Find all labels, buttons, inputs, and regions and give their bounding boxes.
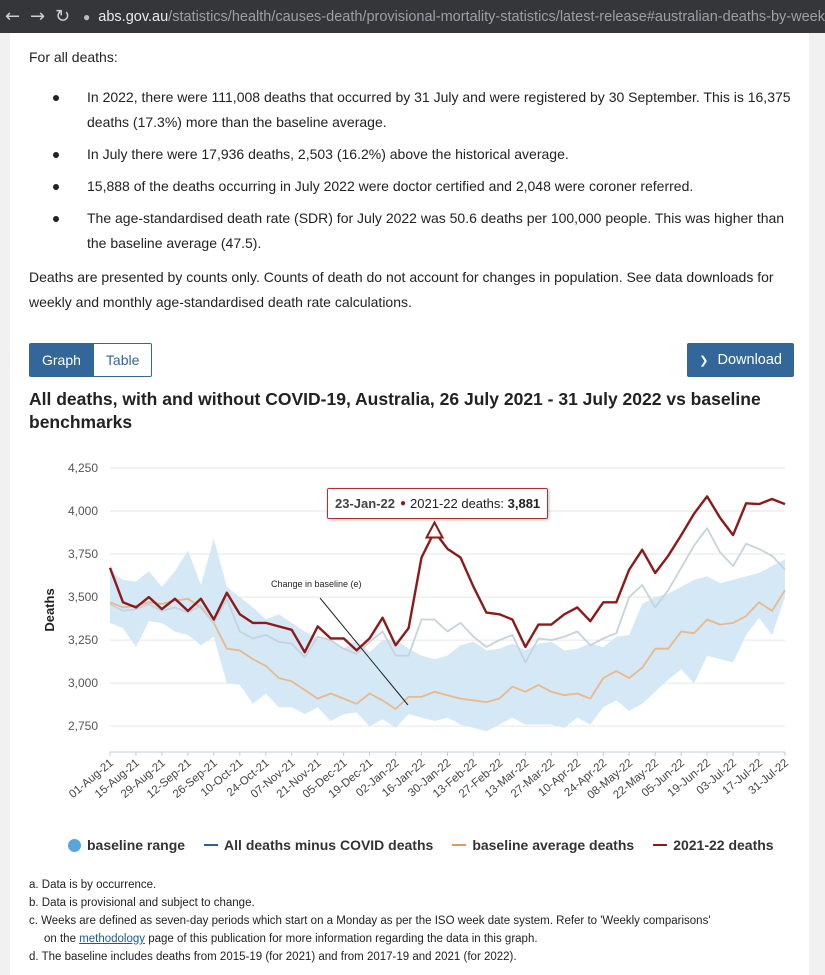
tooltip-series: 2021-22 deaths: <box>410 496 504 511</box>
list-item-text: 15,888 of the deaths occurring in July 2… <box>87 178 694 194</box>
legend-deaths-swatch <box>653 844 668 846</box>
chart-legend: baseline range All deaths minus COVID de… <box>68 837 793 853</box>
tab-graph[interactable]: Graph <box>29 343 94 377</box>
legend-label: All deaths minus COVID deaths <box>224 837 434 853</box>
annotation-label: Change in baseline (e) <box>271 579 362 589</box>
bullet-icon <box>53 216 59 222</box>
highlight-point-marker <box>424 520 445 539</box>
list-item: In July there were 17,936 deaths, 2,503 … <box>29 142 799 167</box>
y-tick-label: 3,750 <box>68 547 98 561</box>
list-item: 15,888 of the deaths occurring in July 2… <box>29 174 799 199</box>
forward-arrow-icon[interactable]: → <box>29 6 46 27</box>
url-path: /statistics/health/causes-death/provisio… <box>168 8 825 25</box>
legend-label: baseline average deaths <box>472 837 635 853</box>
reload-icon[interactable]: ↻ <box>54 6 71 27</box>
annotation-leader-line <box>319 597 409 706</box>
legend-minus-covid-swatch <box>204 844 219 846</box>
tooltip-value: 3,881 <box>507 496 541 511</box>
chart-annotation: Change in baseline (e) <box>271 579 409 706</box>
list-item-text: In 2022, there were 111,008 deaths that … <box>87 89 791 130</box>
key-findings-list: In 2022, there were 111,008 deaths that … <box>29 85 799 263</box>
footnote-b: b. Data is provisional and subject to ch… <box>29 897 255 909</box>
url-host: abs.gov.au <box>98 8 169 25</box>
browser-toolbar: ← → ↻ ● abs.gov.au/statistics/health/cau… <box>0 0 825 33</box>
list-item-text: In July there were 17,936 deaths, 2,503 … <box>87 146 569 162</box>
y-tick-label: 3,500 <box>68 590 98 604</box>
legend-baseline-average-swatch <box>452 844 467 846</box>
series-minus-covid-line <box>109 527 786 664</box>
bullet-icon <box>53 184 59 190</box>
legend-label: baseline range <box>87 837 186 853</box>
y-tick-label: 3,250 <box>68 633 98 647</box>
view-toggle: Graph Table <box>29 343 153 377</box>
series-deaths-line <box>108 495 786 654</box>
chevron-down-icon: ❯ <box>699 354 709 367</box>
footnote-c-text-end: page of this publication for more inform… <box>145 933 538 945</box>
legend-item[interactable]: baseline average deaths <box>452 837 634 853</box>
chart-footnotes: a. Data is by occurrence. b. Data is pro… <box>29 876 724 966</box>
methodology-link[interactable]: methodology <box>79 933 146 945</box>
footnote-c: c. Weeks are defined as seven-day period… <box>29 912 724 948</box>
bullet-icon <box>53 95 59 101</box>
download-button[interactable]: ❯ Download <box>687 343 794 377</box>
page-gutter-right <box>809 33 825 975</box>
series-baseline-average-line <box>109 589 786 710</box>
tab-table[interactable]: Table <box>93 343 153 377</box>
deaths-line-chart: 2,750 3,000 3,250 3,500 3,750 4,000 4,250 Death… <box>42 461 791 802</box>
y-axis-label: Deaths <box>42 588 57 631</box>
chart-tooltip: 23-Jan-22 ● 2021-22 deaths: 3,881 <box>327 488 549 519</box>
page-gutter-left <box>0 33 10 975</box>
baseline-range-band <box>110 538 785 732</box>
tooltip-bullet-icon: ● <box>399 498 407 509</box>
tooltip-date: 23-Jan-22 <box>335 496 395 511</box>
intro-text: For all deaths: <box>29 49 118 65</box>
legend-item[interactable]: 2021-22 deaths <box>653 837 774 853</box>
y-tick-label: 4,000 <box>68 504 98 518</box>
y-tick-label: 2,750 <box>68 719 98 733</box>
legend-item[interactable]: All deaths minus COVID deaths <box>204 837 433 853</box>
baseline-range-area <box>110 538 785 732</box>
main-content: For all deaths: In 2022, there were 111,… <box>10 33 809 975</box>
footnote-c-text: c. Weeks are defined as seven-day period… <box>29 915 711 945</box>
lock-icon: ● <box>83 9 91 24</box>
note-paragraph: Deaths are presented by counts only. Cou… <box>29 269 774 310</box>
y-tick-label: 4,250 <box>68 461 98 475</box>
footnote-d: d. The baseline includes deaths from 201… <box>29 951 517 963</box>
legend-label: 2021-22 deaths <box>673 837 774 853</box>
chart-title: All deaths, with and without COVID-19, A… <box>29 389 761 432</box>
bullet-icon <box>53 152 59 158</box>
chart-series-lines <box>108 495 786 710</box>
y-tick-label: 3,000 <box>68 676 98 690</box>
list-item-text: The age-standardised death rate (SDR) fo… <box>87 210 785 251</box>
list-item: The age-standardised death rate (SDR) fo… <box>29 206 799 256</box>
legend-item[interactable]: baseline range <box>68 837 185 853</box>
footnote-a: a. Data is by occurrence. <box>29 879 157 891</box>
legend-baseline-range-swatch <box>68 838 81 852</box>
list-item: In 2022, there were 111,008 deaths that … <box>29 85 799 135</box>
back-arrow-icon[interactable]: ← <box>4 6 21 27</box>
download-label: Download <box>717 352 783 368</box>
address-bar[interactable]: ● abs.gov.au/statistics/health/causes-de… <box>83 9 825 25</box>
